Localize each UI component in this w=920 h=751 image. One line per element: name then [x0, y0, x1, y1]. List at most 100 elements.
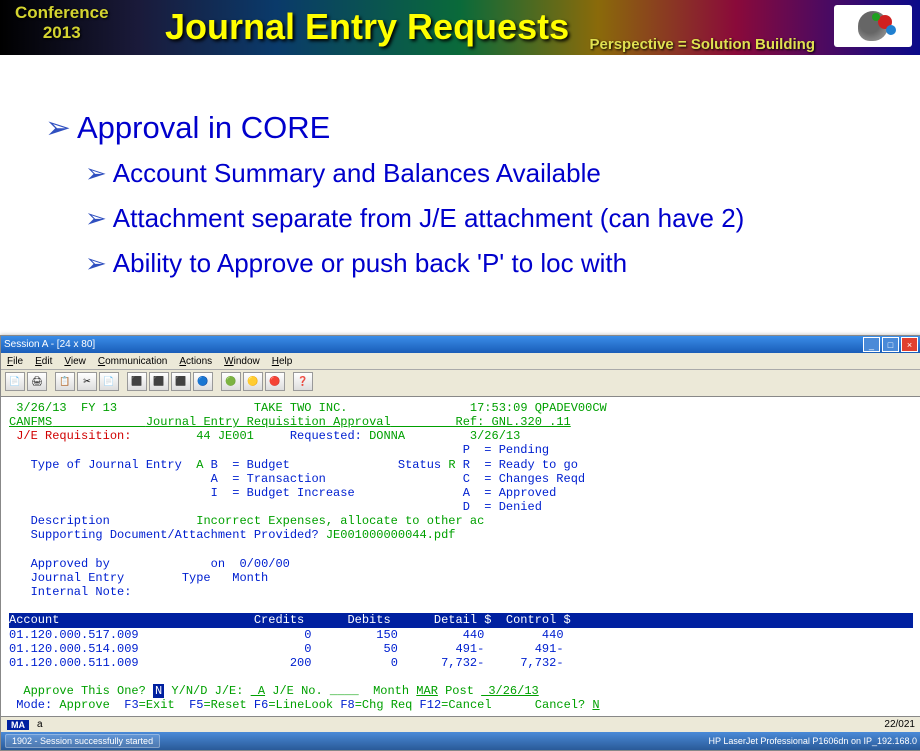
term-screen-title: Journal Entry Requisition Approval	[146, 415, 391, 429]
bullet-level2-clipped: ➢Ability to Approve or push back 'P' to …	[85, 246, 875, 278]
table-header-row: Account Credits Debits Detail $ Control …	[9, 613, 913, 627]
f3-label: =Exit	[139, 698, 189, 712]
req-date: 3/26/13	[470, 429, 520, 443]
slide-header: Conference 2013 Journal Entry Requests P…	[0, 0, 920, 55]
menu-help[interactable]: Help	[272, 356, 293, 367]
terminal-body[interactable]: 3/26/13 FY 13 TAKE TWO INC. 17:53:09 QPA…	[1, 397, 920, 716]
month-input[interactable]: MAR	[416, 684, 438, 698]
menu-communication[interactable]: Communication	[98, 356, 168, 367]
bullet-level1: ➢Approval in CORE	[45, 110, 875, 146]
account-cell: 01.120.000.514.009	[9, 642, 139, 656]
conference-line1: Conference	[15, 3, 109, 23]
term-company: TAKE TWO INC.	[254, 401, 348, 415]
je-input[interactable]: A	[251, 684, 265, 698]
f3-key[interactable]: F3	[124, 698, 138, 712]
menubar: File Edit View Communication Actions Win…	[1, 353, 920, 370]
menu-file[interactable]: File	[7, 356, 23, 367]
status-ready: R = Ready to go	[456, 458, 578, 472]
status-value: R	[448, 458, 455, 472]
conference-line2: 2013	[15, 23, 109, 43]
term-ref: Ref: GNL.320 .11	[456, 415, 571, 429]
internal-note-label: Internal Note:	[9, 585, 131, 599]
debit-cell: 50	[383, 642, 397, 656]
cursor-position: 22/021	[884, 719, 915, 730]
window-title: Session A - [24 x 80]	[4, 339, 95, 350]
menu-window[interactable]: Window	[224, 356, 260, 367]
control-cell: 491-	[535, 642, 564, 656]
bullet-text: Ability to Approve or push back 'P' to l…	[113, 248, 627, 278]
terminal-taskbar: 1902 - Session successfully started HP L…	[1, 732, 920, 750]
bullet-level2: ➢Attachment separate from J/E attachment…	[85, 201, 875, 236]
type-budget: B = Budget	[203, 458, 289, 472]
menu-edit[interactable]: Edit	[35, 356, 52, 367]
close-button[interactable]: ×	[901, 337, 918, 352]
taskbar-session-item[interactable]: 1902 - Session successfully started	[5, 734, 160, 748]
approve-input[interactable]: N	[153, 684, 164, 698]
menu-view[interactable]: View	[64, 356, 86, 367]
slide-title: Journal Entry Requests	[165, 6, 569, 48]
account-cell: 01.120.000.517.009	[9, 628, 139, 642]
credit-cell: 200	[290, 656, 312, 670]
detail-cell: 7,732-	[441, 656, 484, 670]
maximize-button[interactable]: □	[882, 337, 899, 352]
menu-actions[interactable]: Actions	[179, 356, 212, 367]
account-cell: 01.120.000.511.009	[9, 656, 139, 670]
terminal-window: Session A - [24 x 80] _ □ × File Edit Vi…	[0, 335, 920, 751]
term-date: 3/26/13 FY 13	[9, 401, 117, 415]
bullet-text: Attachment separate from J/E attachment …	[113, 203, 745, 233]
tagline: Perspective = Solution Building	[590, 36, 815, 53]
logo	[834, 5, 912, 47]
description-label: Description	[9, 514, 110, 528]
slide-content: ➢Approval in CORE ➢Account Summary and B…	[0, 55, 920, 293]
toolbar-button[interactable]: 🟢	[221, 372, 241, 391]
f5-key[interactable]: F5	[189, 698, 203, 712]
f6-label: =LineLook	[268, 698, 340, 712]
toolbar-button[interactable]: 📄	[5, 372, 25, 391]
gear-icon	[872, 13, 880, 21]
bullet-text: Account Summary and Balances Available	[113, 158, 601, 188]
bullet-text: Approval in CORE	[77, 110, 330, 145]
toolbar: 📄 🖨 📋 ✂ 📄 ⬛ ⬛ ⬛ 🔵 🟢 🟡 🔴 ❓	[1, 370, 920, 397]
detail-cell: 491-	[456, 642, 485, 656]
f6-key[interactable]: F6	[254, 698, 268, 712]
toolbar-button[interactable]: ✂	[77, 372, 97, 391]
toolbar-button[interactable]: ⬛	[149, 372, 169, 391]
type-increase: I = Budget Increase	[211, 486, 355, 500]
f12-key[interactable]: F12	[420, 698, 442, 712]
arrow-icon: ➢	[85, 203, 107, 233]
requested-by: DONNA	[369, 429, 405, 443]
status-label: Status	[398, 458, 448, 472]
control-cell: 7,732-	[520, 656, 563, 670]
post-date-input[interactable]: 3/26/13	[481, 684, 539, 698]
debit-cell: 0	[391, 656, 398, 670]
journal-entry-label: Journal Entry	[9, 571, 124, 585]
toolbar-button[interactable]: 🔴	[265, 372, 285, 391]
window-buttons: _ □ ×	[863, 337, 918, 352]
arrow-icon: ➢	[85, 248, 107, 278]
status-a-char: a	[37, 719, 43, 730]
toolbar-button[interactable]: 🔵	[193, 372, 213, 391]
toolbar-button[interactable]: 📄	[99, 372, 119, 391]
f5-label: =Reset	[203, 698, 253, 712]
toolbar-button[interactable]: ❓	[293, 372, 313, 391]
toolbar-button[interactable]: 🖨	[27, 372, 47, 391]
toolbar-button[interactable]: 📋	[55, 372, 75, 391]
titlebar[interactable]: Session A - [24 x 80] _ □ ×	[1, 336, 920, 353]
cancel-input[interactable]: N	[592, 698, 599, 712]
status-changes: C = Changes Reqd	[463, 472, 585, 486]
minimize-button[interactable]: _	[863, 337, 880, 352]
toolbar-button[interactable]: ⬛	[127, 372, 147, 391]
terminal-statusbar: MA a 22/021	[1, 716, 920, 732]
arrow-icon: ➢	[85, 158, 107, 188]
approve-question: Approve This One?	[9, 684, 153, 698]
toolbar-button[interactable]: 🟡	[243, 372, 263, 391]
bullet-level2: ➢Account Summary and Balances Available	[85, 156, 875, 191]
f8-key[interactable]: F8	[340, 698, 354, 712]
taskbar-printer-status: HP LaserJet Professional P1606dn on IP_1…	[709, 736, 917, 746]
req-number: 44 JE001	[196, 429, 254, 443]
status-denied: D = Denied	[463, 500, 542, 514]
status-pending: P = Pending	[463, 443, 549, 457]
detail-cell: 440	[463, 628, 485, 642]
approved-date: on 0/00/00	[211, 557, 290, 571]
toolbar-button[interactable]: ⬛	[171, 372, 191, 391]
